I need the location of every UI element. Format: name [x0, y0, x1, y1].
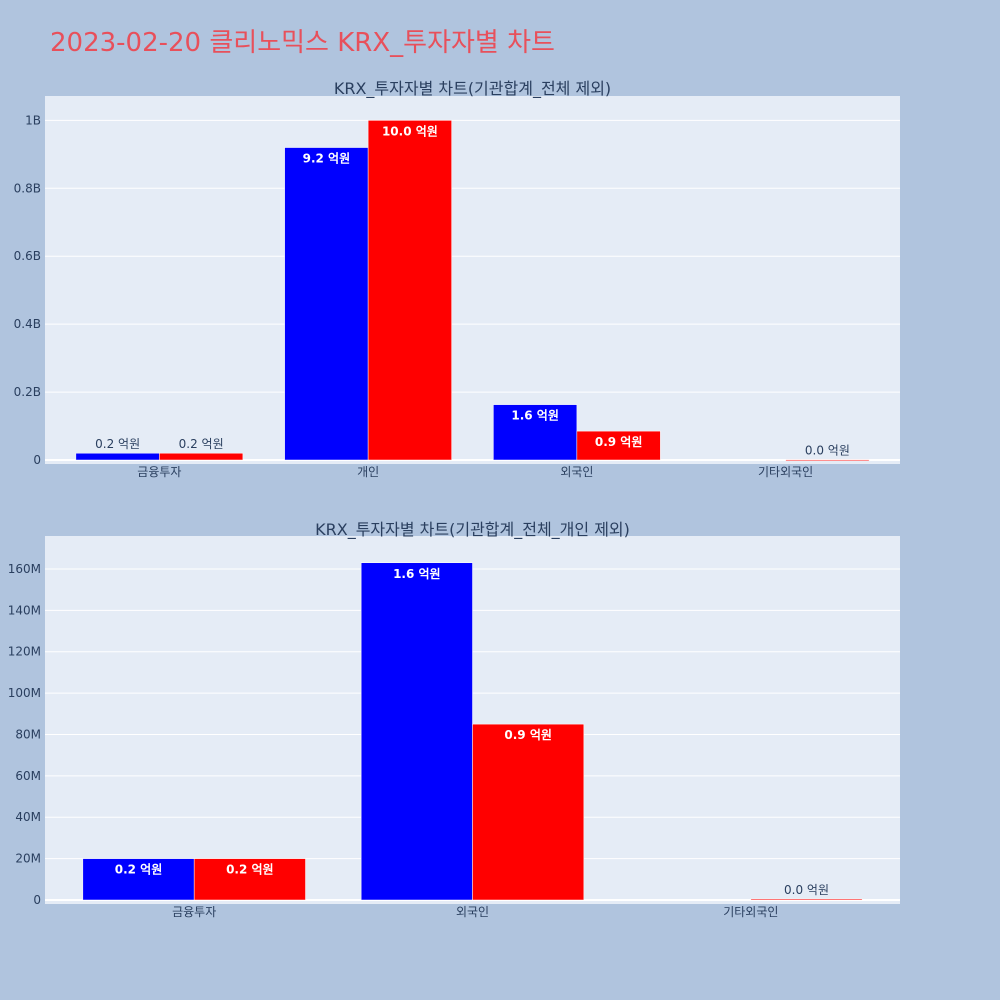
data-label: 0.9 억원 [504, 728, 552, 742]
y-tick-label: 20M [15, 852, 41, 866]
bar[interactable] [82, 858, 195, 901]
x-tick-label: 금융투자 [137, 465, 181, 479]
bar[interactable] [284, 147, 369, 461]
data-label: 0.0 억원 [805, 444, 850, 458]
x-tick-label: 외국인 [456, 905, 489, 919]
bar[interactable] [367, 120, 452, 461]
data-label: 0.9 억원 [595, 435, 643, 449]
data-label: 0.2 억원 [226, 863, 274, 877]
y-tick-label: 160M [8, 562, 41, 576]
x-tick-label: 기타외국인 [723, 905, 778, 919]
chart-panel-top: 0 0.2B 0.4B 0.6B 0.8B 1B KRX_투자자별 차트(기관합계_전체 제… [14, 79, 900, 479]
bar[interactable] [472, 723, 585, 901]
y-tick-label: 40M [15, 810, 41, 824]
bar[interactable] [360, 562, 473, 901]
y-tick-label: 0 [33, 453, 41, 467]
bar[interactable] [193, 858, 306, 901]
page-title: 2023-02-20 클리노믹스 KRX_투자자별 차트 [50, 28, 555, 58]
chart-title: KRX_투자자별 차트(기관합계_전체 제외) [334, 79, 611, 99]
y-tick-label: 1B [25, 113, 41, 127]
x-tick-label: 외국인 [560, 465, 593, 479]
investor-bar-chart-top: 0 0.2B 0.4B 0.6B 0.8B 1B KRX_투자자별 차트(기관합계_전체 제… [14, 79, 900, 479]
data-label: 0.2 억원 [115, 863, 163, 877]
data-label: 0.0 억원 [784, 883, 829, 897]
data-label: 9.2 억원 [303, 152, 351, 166]
x-tick-label: 기타외국인 [758, 465, 813, 479]
data-label: 0.2 억원 [179, 437, 224, 451]
bar[interactable] [785, 459, 870, 461]
data-label: 0.2 억원 [95, 437, 140, 451]
y-tick-label: 0.4B [14, 317, 41, 331]
y-tick-label: 0.6B [14, 249, 41, 263]
bar[interactable] [159, 452, 244, 461]
y-tick-label: 80M [15, 727, 41, 741]
y-tick-label: 120M [8, 645, 41, 659]
y-tick-label: 0.8B [14, 181, 41, 195]
chart-title: KRX_투자자별 차트(기관합계_전체_개인 제외) [315, 520, 630, 540]
x-tick-label: 개인 [357, 465, 379, 479]
y-tick-label: 0.2B [14, 385, 41, 399]
y-tick-label: 100M [8, 686, 41, 700]
x-tick-label: 금융투자 [172, 905, 216, 919]
data-label: 1.6 억원 [393, 567, 441, 581]
bar[interactable] [493, 404, 578, 461]
y-tick-label: 140M [8, 603, 41, 617]
bar[interactable] [750, 898, 863, 901]
data-label: 1.6 억원 [511, 409, 559, 423]
y-tick-label: 60M [15, 769, 41, 783]
bar[interactable] [576, 430, 661, 461]
plot-area [45, 96, 900, 464]
y-tick-label: 0 [33, 893, 41, 907]
data-label: 10.0 억원 [382, 124, 438, 138]
